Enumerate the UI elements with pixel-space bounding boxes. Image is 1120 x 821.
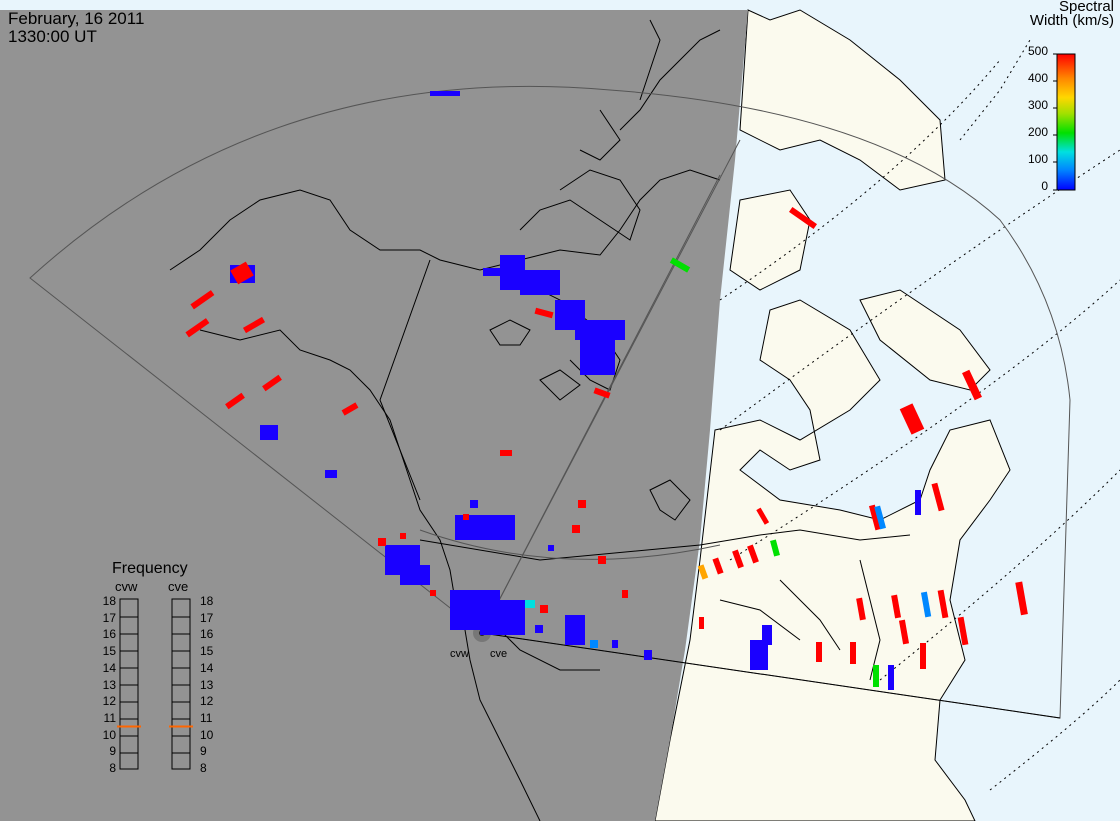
frequency-level-label: 12 [102, 694, 116, 709]
colorbar-tick-label: 100 [1027, 152, 1048, 166]
frequency-level-label: 9 [200, 744, 207, 759]
frequency-bars [119, 598, 191, 770]
latitude-grid [719, 39, 1120, 791]
frequency-title: Frequency [112, 560, 188, 577]
frequency-level-label: 14 [102, 660, 116, 675]
echoes-blue [230, 91, 921, 690]
colorbar-tick-label: 400 [1027, 71, 1048, 85]
fov-boundary-dark [481, 632, 1061, 719]
colorbar-tick-label: 300 [1027, 98, 1048, 112]
frequency-level-label: 12 [200, 694, 214, 709]
colorbar-tick-label: 200 [1027, 125, 1048, 139]
frequency-level-label: 10 [102, 727, 116, 742]
frequency-level-label: 11 [103, 710, 116, 725]
frequency-level-label: 14 [200, 660, 214, 675]
frequency-level-label: 13 [102, 677, 116, 692]
radar-fov [29, 85, 1071, 719]
frequency-level-label: 9 [109, 744, 116, 759]
frequency-level-label: 8 [109, 761, 116, 775]
frequency-level-label: 17 [102, 610, 116, 625]
frequency-radar2-label: cve [168, 579, 189, 594]
day-borders [699, 529, 911, 681]
colorbar-ticks [1053, 53, 1057, 191]
frequency-level-label: 18 [102, 594, 116, 608]
radar-label-cvw: cvw [450, 648, 469, 660]
radar-label-cve: cve [490, 648, 508, 660]
frequency-level-label: 17 [200, 610, 214, 625]
frequency-level-label: 15 [102, 644, 116, 659]
colorbar-tick-label: 0 [1041, 179, 1048, 193]
frequency-level-label: 16 [200, 627, 214, 642]
colorbar-title-line2: Width (km/s) [1029, 12, 1114, 29]
frequency-radar1-label: cvw [115, 579, 138, 594]
frequency-level-label: 8 [200, 761, 207, 775]
echoes-other [185, 206, 1028, 687]
day-land [654, 9, 1011, 821]
frequency-level-label: 11 [200, 710, 213, 725]
map-time: 1330:00 UT [8, 27, 97, 46]
colorbar-gradient [1056, 53, 1076, 191]
frequency-level-label: 16 [102, 627, 116, 642]
colorbar-title-line1: Spectral [1058, 0, 1114, 15]
map-date: February, 16 2011 [8, 9, 145, 28]
frequency-level-label: 13 [200, 677, 214, 692]
frequency-level-label: 10 [200, 727, 214, 742]
frequency-level-label: 18 [200, 594, 214, 608]
frequency-level-label: 15 [200, 644, 214, 659]
night-region [0, 10, 748, 821]
colorbar-tick-label: 500 [1027, 44, 1048, 58]
